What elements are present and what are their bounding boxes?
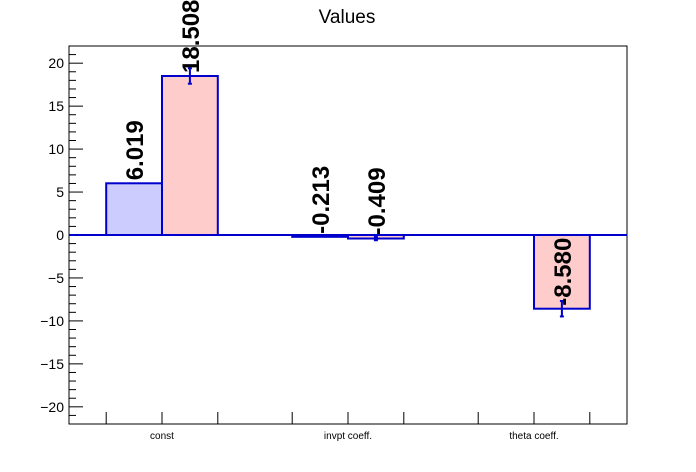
y-tick-label: 5 (56, 184, 64, 200)
data-label: -0.213 (308, 166, 335, 234)
y-tick-label: 0 (56, 227, 64, 243)
data-label: 6.019 (122, 120, 149, 180)
x-category-label: invpt coeff. (324, 431, 372, 442)
y-tick-label: −5 (48, 270, 64, 286)
x-category-label: const (150, 431, 174, 442)
y-tick-label: −20 (40, 399, 64, 415)
plot-area: −20 −15 −10 −5 0 5 10 15 20 const invpt coeff. thet… (40, 0, 628, 442)
data-label: -0.409 (364, 167, 391, 235)
y-tick-label: −10 (40, 313, 64, 329)
y-tick-label: 20 (48, 55, 64, 71)
bar (533, 234, 591, 310)
chart-title: Values (319, 7, 376, 28)
bar (105, 182, 163, 237)
data-label: 18.508 (178, 0, 205, 73)
y-tick-label: 10 (48, 141, 64, 157)
y-tick-label: 15 (48, 98, 64, 114)
data-label: -8.580 (550, 238, 577, 306)
y-tick-label: −15 (40, 356, 64, 372)
x-category-label: theta coeff. (509, 431, 558, 442)
bar (161, 74, 219, 237)
